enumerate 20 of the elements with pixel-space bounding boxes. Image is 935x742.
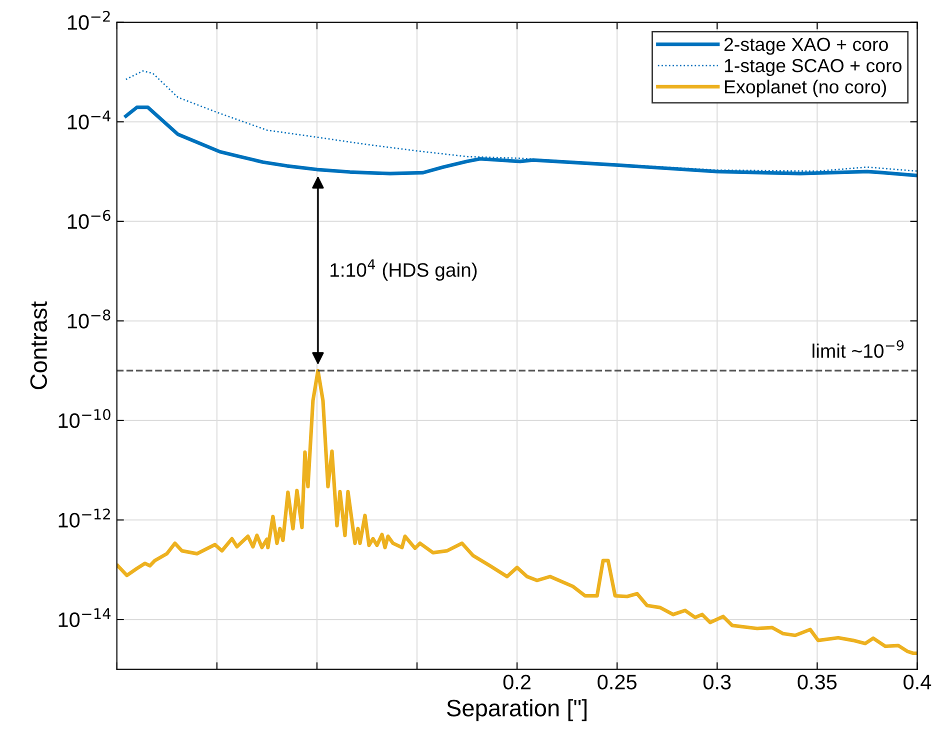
y-tick-label: 10$^{−8}$ xyxy=(68,309,110,328)
legend-label: Exoplanet (no coro) xyxy=(725,80,886,98)
x-tick-label: 0.3 xyxy=(703,674,731,690)
ref-line-label: limit ~10$^{−9}$ xyxy=(812,340,904,358)
annotation: 1:10$^{4}$ (HDS gain) xyxy=(330,259,477,281)
x-axis-title: Separation ["] xyxy=(447,699,587,722)
y-tick-label: 10$^{−2}$ xyxy=(68,10,110,30)
legend-label: 1-stage SCAO + coro xyxy=(724,58,902,76)
y-tick-label: 10$^{−6}$ xyxy=(68,210,110,229)
y-tick-label: 10$^{−12}$ xyxy=(58,508,110,528)
y-tick-label: 10$^{−14}$ xyxy=(58,608,111,628)
x-tick-label: 0.25 xyxy=(598,674,636,690)
x-tick-label: 0.2 xyxy=(503,674,530,690)
x-tick-label: 0.35 xyxy=(798,674,837,690)
y-tick-label: 10$^{−10}$ xyxy=(58,409,110,428)
legend-label: 2-stage XAO + coro xyxy=(724,38,888,55)
x-tick-label: 0.4 xyxy=(904,674,932,690)
line-series xyxy=(116,368,918,656)
y-tick-label: 10$^{−4}$ xyxy=(68,110,110,130)
y-axis-title: Contrast xyxy=(30,301,47,390)
